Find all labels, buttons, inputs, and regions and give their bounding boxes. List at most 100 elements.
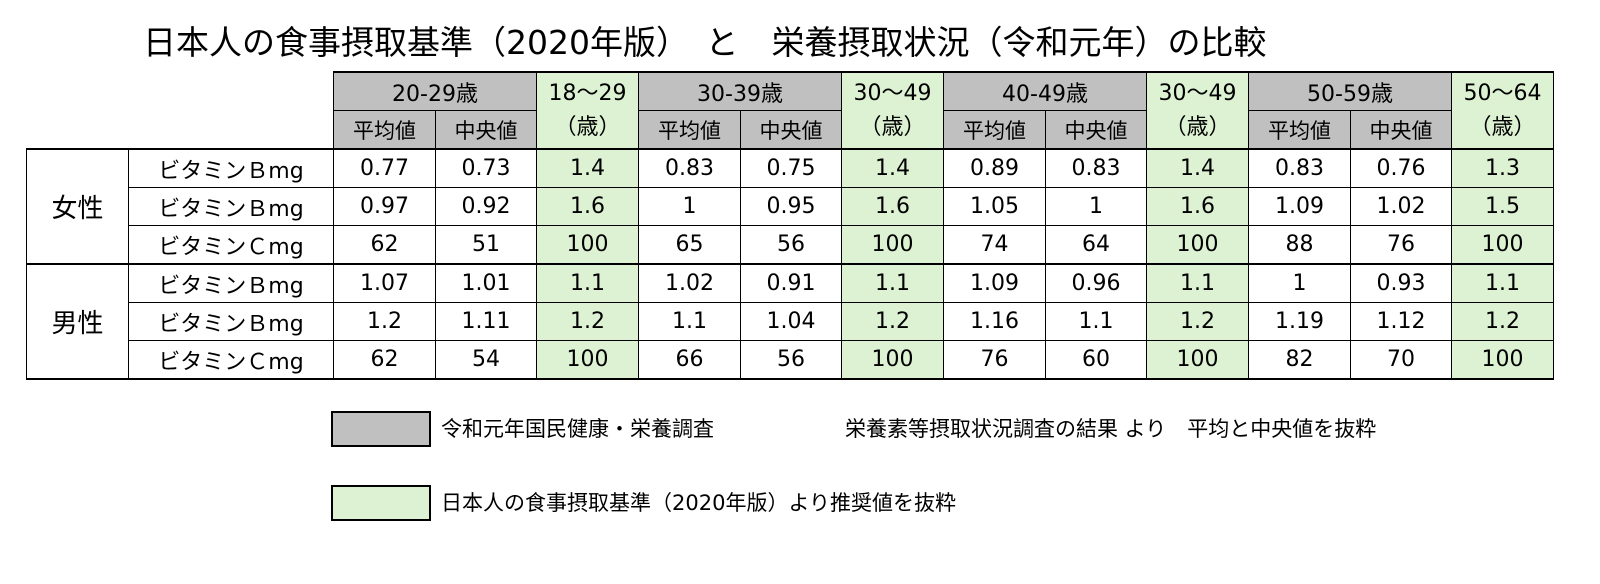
table-row: ビタミンＣmg 62 51 100 65 56 100 74 64 100 88 76 100	[27, 225, 1554, 265]
mean-value-cell: 82	[1248, 340, 1351, 380]
recommended-value-cell: 1.3	[1451, 148, 1554, 188]
median-value-cell: 1.11	[435, 302, 537, 341]
table-row: 男性 ビタミンＢmg 1.07 1.01 1.1 1.02 0.91 1.1 1.09 0.96 1…	[26, 263, 1554, 380]
stat-header-row: 平均値 中央値 平均値 中央値 平均値 中央値 平均値 中央値	[27, 110, 1554, 150]
table-row: ビタミンＢmg 1.2 1.11 1.2 1.1 1.04 1.2 1.16 1.1 1.2 1.1…	[27, 302, 1554, 341]
mean-header: 平均値	[638, 110, 741, 150]
median-header: 中央値	[435, 110, 537, 150]
median-value-cell: 1.01	[435, 263, 537, 303]
median-header: 中央値	[1045, 110, 1147, 150]
recommended-value-cell: 1.2	[1146, 302, 1249, 341]
recommended-value-cell: 100	[1146, 225, 1249, 265]
comparison-table: 20-29歳 18～29 （歳） 30-39歳 30～49 （歳） 40-49歳 3…	[26, 71, 1554, 380]
median-value-cell: 0.91	[740, 263, 842, 303]
legend-survey-label: 令和元年国民健康・栄養調査	[441, 417, 714, 441]
recommended-value-cell: 100	[1146, 340, 1249, 380]
sex-label: 女性	[26, 148, 129, 265]
mean-value-cell: 0.77	[333, 148, 436, 188]
mean-value-cell: 1.09	[943, 263, 1046, 303]
mean-value-cell: 66	[638, 340, 741, 380]
recommended-value-cell: 100	[841, 225, 944, 265]
nutrient-label: ビタミンＢmg	[128, 148, 334, 188]
mean-value-cell: 1.07	[333, 263, 436, 303]
mean-value-cell: 0.83	[638, 148, 741, 188]
median-header: 中央値	[1350, 110, 1452, 150]
age-header: 50-59歳	[1248, 71, 1452, 111]
mean-value-cell: 88	[1248, 225, 1351, 265]
legend-recommended-label: 日本人の食事摂取基準（2020年版）より推奨値を抜粋	[441, 491, 957, 515]
recommended-age-header: 30～49 （歳）	[1146, 71, 1249, 150]
table-row: 女性 ビタミンＢmg 0.77 0.73 1.4 0.83 0.75 1.4 0.89 0.83 1…	[26, 148, 1554, 265]
mean-header: 平均値	[1248, 110, 1351, 150]
recommended-value-cell: 100	[841, 340, 944, 380]
recommended-value-cell: 1.2	[536, 302, 639, 341]
table-row: ビタミンＣmg 62 54 100 66 56 100 76 60 100 82 70 100	[27, 340, 1554, 380]
recommended-value-cell: 100	[536, 225, 639, 265]
recommended-age-header: 18～29 （歳）	[536, 71, 639, 150]
median-value-cell: 56	[740, 225, 842, 265]
nutrient-label: ビタミンＢmg	[128, 187, 334, 226]
median-value-cell: 54	[435, 340, 537, 380]
recommended-value-cell: 100	[1451, 225, 1554, 265]
legend-survey-note: 栄養素等摂取状況調査の結果 より 平均と中央値を抜粋	[845, 417, 1377, 441]
mean-value-cell: 1.16	[943, 302, 1046, 341]
median-value-cell: 76	[1350, 225, 1452, 265]
mean-header: 平均値	[333, 110, 436, 150]
recommended-value-cell: 100	[1451, 340, 1554, 380]
median-value-cell: 1.12	[1350, 302, 1452, 341]
mean-value-cell: 1.09	[1248, 187, 1351, 226]
nutrient-label: ビタミンＣmg	[128, 340, 334, 380]
recommended-age-header: 50～64 （歳）	[1451, 71, 1554, 150]
recommended-value-cell: 1.1	[841, 263, 944, 303]
table-row: ビタミンＢmg 0.97 0.92 1.6 1 0.95 1.6 1.05 1 1.6 1.09 1.…	[27, 187, 1554, 226]
mean-value-cell: 74	[943, 225, 1046, 265]
age-header: 20-29歳	[333, 71, 537, 111]
median-value-cell: 1.1	[1045, 302, 1147, 341]
median-value-cell: 0.75	[740, 148, 842, 188]
mean-value-cell: 76	[943, 340, 1046, 380]
recommended-value-cell: 1.2	[841, 302, 944, 341]
median-value-cell: 60	[1045, 340, 1147, 380]
median-value-cell: 1	[1045, 187, 1147, 226]
mean-value-cell: 1.19	[1248, 302, 1351, 341]
median-value-cell: 51	[435, 225, 537, 265]
age-header: 30-39歳	[638, 71, 842, 111]
median-value-cell: 1.02	[1350, 187, 1452, 226]
recommended-value-cell: 1.1	[536, 263, 639, 303]
recommended-age-header: 30～49 （歳）	[841, 71, 944, 150]
mean-value-cell: 1	[638, 187, 741, 226]
mean-value-cell: 1.02	[638, 263, 741, 303]
mean-header: 平均値	[943, 110, 1046, 150]
median-value-cell: 1.04	[740, 302, 842, 341]
recommended-value-cell: 1.4	[841, 148, 944, 188]
age-header: 40-49歳	[943, 71, 1147, 111]
mean-value-cell: 0.83	[1248, 148, 1351, 188]
mean-value-cell: 62	[333, 225, 436, 265]
median-value-cell: 0.76	[1350, 148, 1452, 188]
median-header: 中央値	[740, 110, 842, 150]
mean-value-cell: 1.05	[943, 187, 1046, 226]
mean-value-cell: 65	[638, 225, 741, 265]
recommended-value-cell: 1.5	[1451, 187, 1554, 226]
recommended-value-cell: 1.4	[1146, 148, 1249, 188]
mean-value-cell: 62	[333, 340, 436, 380]
mean-value-cell: 0.89	[943, 148, 1046, 188]
sex-label: 男性	[26, 263, 129, 380]
nutrient-label: ビタミンＢmg	[128, 263, 334, 303]
median-value-cell: 70	[1350, 340, 1452, 380]
median-value-cell: 0.83	[1045, 148, 1147, 188]
page-title: 日本人の食事摂取基準（2020年版） と 栄養摂取状況（令和元年）の比較	[143, 23, 1267, 62]
legend-green-swatch	[331, 485, 431, 521]
age-header-row: 20-29歳 18～29 （歳） 30-39歳 30～49 （歳） 40-49歳 3…	[27, 71, 1554, 150]
mean-value-cell: 1.2	[333, 302, 436, 341]
recommended-value-cell: 1.2	[1451, 302, 1554, 341]
median-value-cell: 64	[1045, 225, 1147, 265]
median-value-cell: 0.93	[1350, 263, 1452, 303]
recommended-value-cell: 1.6	[841, 187, 944, 226]
legend-gray-swatch	[331, 411, 431, 447]
recommended-value-cell: 100	[536, 340, 639, 380]
recommended-value-cell: 1.6	[1146, 187, 1249, 226]
recommended-value-cell: 1.4	[536, 148, 639, 188]
mean-value-cell: 1	[1248, 263, 1351, 303]
recommended-value-cell: 1.1	[1451, 263, 1554, 303]
